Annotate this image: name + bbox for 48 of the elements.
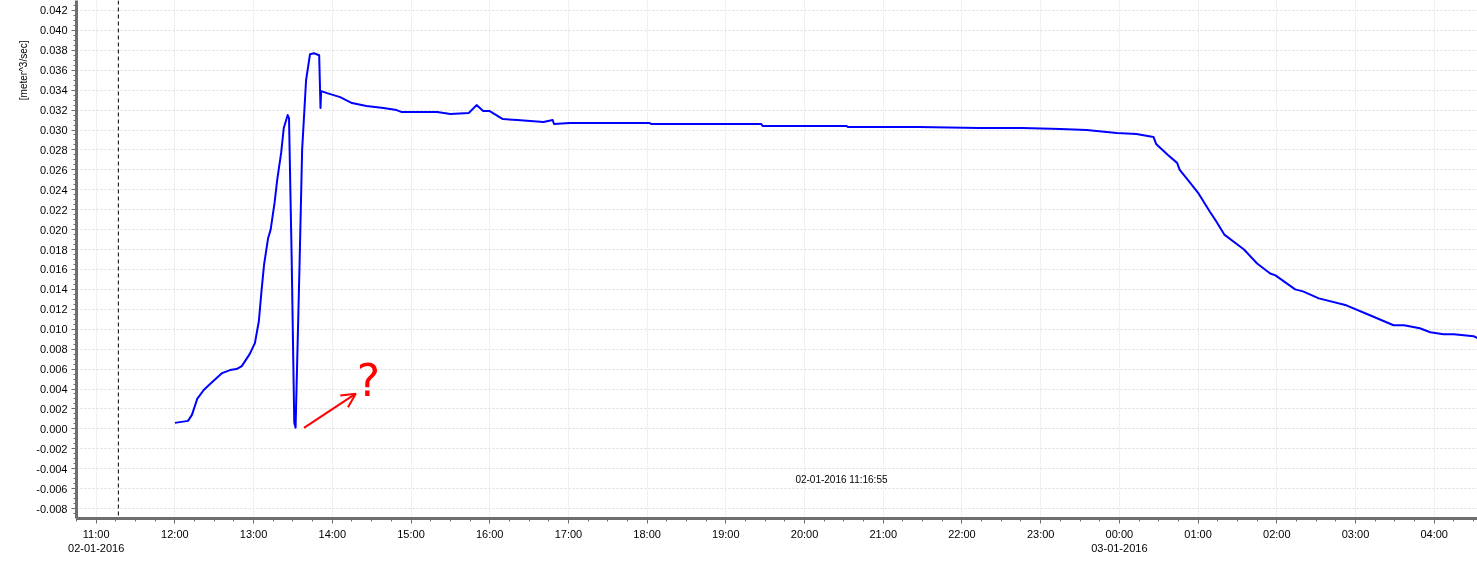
x-tick-label: 02:00 xyxy=(1263,527,1291,540)
x-tick-label: 14:00 xyxy=(318,527,347,540)
x-tick-label: 20:00 xyxy=(790,527,819,540)
x-tick-label: 04:00 xyxy=(1420,527,1448,540)
x-tick-label: 21:00 xyxy=(869,527,898,540)
y-axis-title: [meter^3/sec] xyxy=(17,40,29,101)
x-tick-label: 17:00 xyxy=(554,527,583,540)
y-tick-label: 0.028 xyxy=(39,143,68,156)
y-tick-label: 0.034 xyxy=(39,84,68,97)
x-tick-label: 19:00 xyxy=(712,527,740,540)
x-tick-label: 16:00 xyxy=(475,527,504,540)
x-tick-label: 03:00 xyxy=(1341,527,1370,540)
y-tick-label: 0.012 xyxy=(39,303,68,316)
y-tick-label: 0.026 xyxy=(39,163,68,176)
y-tick-label: 0.018 xyxy=(39,243,68,256)
y-tick-label: -0.006 xyxy=(36,482,68,495)
x-tick-label: 23:00 xyxy=(1026,527,1055,540)
ref-line-label: 02-01-2016 11:16:55 xyxy=(795,474,888,486)
y-tick-label: 0.020 xyxy=(39,223,68,236)
x-tick-label: 22:00 xyxy=(948,527,976,540)
y-tick-label: 0.030 xyxy=(39,124,68,136)
y-tick-label: 0.000 xyxy=(39,422,68,435)
y-tick-label: 0.010 xyxy=(39,323,68,336)
x-tick-label: 18:00 xyxy=(633,527,661,540)
y-tick-label: 0.022 xyxy=(39,203,68,216)
y-tick-label: 0.002 xyxy=(39,402,68,415)
x-tick-label: 01:00 xyxy=(1184,527,1212,540)
y-tick-label: -0.002 xyxy=(36,442,68,455)
y-tick-label: 0.040 xyxy=(39,24,68,37)
y-tick-label: -0.008 xyxy=(36,502,68,515)
y-tick-label: 0.014 xyxy=(39,283,68,296)
y-tick-label: 0.036 xyxy=(39,64,68,77)
y-tick-label: 0.016 xyxy=(39,263,68,276)
y-tick-label: 0.038 xyxy=(39,44,68,57)
x-tick-label: 13:00 xyxy=(239,527,268,540)
y-tick-label: -0.004 xyxy=(36,462,68,475)
line-series xyxy=(173,52,1477,429)
y-tick-label: 0.008 xyxy=(39,343,68,356)
x-tick-label: 15:00 xyxy=(397,527,425,540)
y-tick-label: 0.006 xyxy=(39,363,68,376)
x-tick-label: 00:00 03-01-2016 xyxy=(1091,527,1148,554)
x-tick-label: 11:00 02-01-2016 xyxy=(68,527,125,554)
annotation: ? xyxy=(356,354,381,406)
x-tick-label: 12:00 xyxy=(161,527,189,540)
y-tick-label: 0.032 xyxy=(39,104,68,117)
y-tick-label: 0.042 xyxy=(39,4,68,17)
y-tick-label: 0.024 xyxy=(39,183,68,196)
y-tick-label: 0.004 xyxy=(39,383,68,395)
